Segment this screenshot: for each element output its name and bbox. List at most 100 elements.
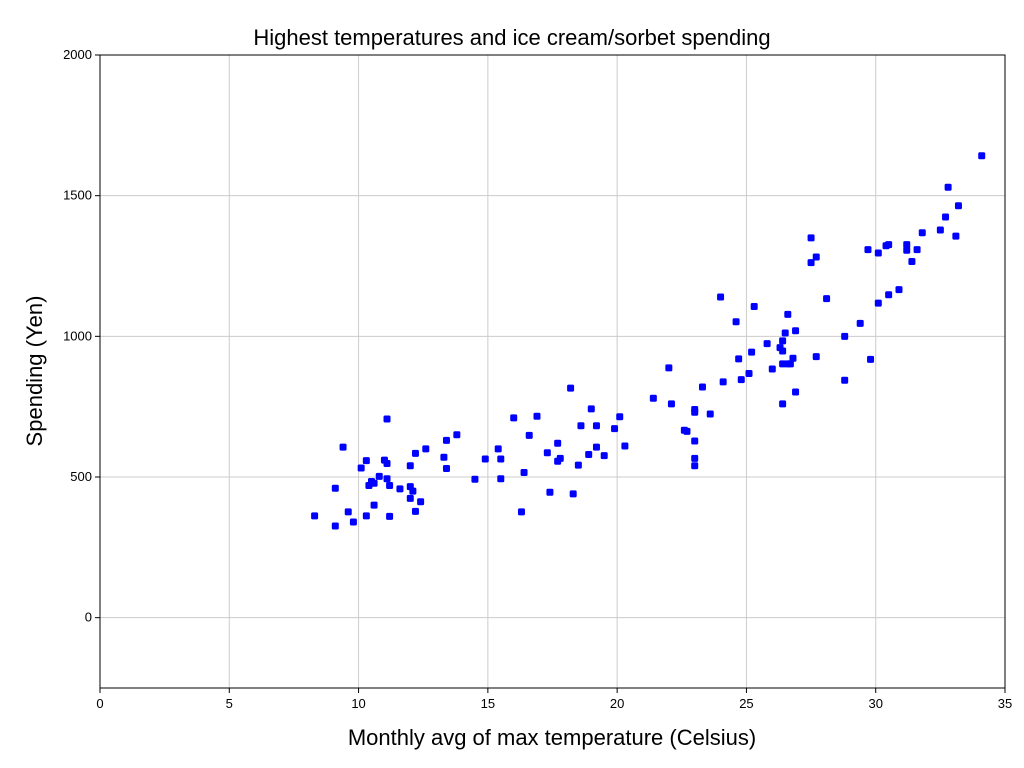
data-point [978,152,986,160]
data-point [546,488,554,496]
data-point [440,453,448,461]
data-point [411,449,419,457]
x-tick-label: 0 [96,696,103,711]
data-point [383,415,391,423]
data-point [691,408,699,416]
data-point [422,445,430,453]
data-point [667,400,675,408]
data-point [665,364,673,372]
data-point [779,400,787,408]
data-point [895,286,903,294]
data-point [779,337,787,345]
y-tick-label: 2000 [63,47,92,62]
data-point [763,340,771,348]
data-point [331,484,339,492]
data-point [525,431,533,439]
data-point [691,462,699,470]
x-tick-label: 35 [998,696,1012,711]
data-point [750,303,758,311]
data-points [311,152,986,530]
data-point [442,436,450,444]
data-point [792,327,800,335]
data-point [807,259,815,267]
data-point [812,253,820,261]
data-point [497,455,505,463]
x-tick-label: 20 [610,696,624,711]
data-point [370,479,378,487]
data-point [370,501,378,509]
data-point [543,449,551,457]
data-point [864,246,872,254]
x-tick-label: 5 [226,696,233,711]
data-point [386,512,394,520]
data-point [375,472,383,480]
x-axis-label: Monthly avg of max temperature (Celsius) [348,725,756,750]
data-point [717,293,725,301]
data-point [453,431,461,439]
data-point [517,508,525,516]
data-point [533,412,541,420]
data-point [574,461,582,469]
data-point [577,422,585,430]
data-point [908,257,916,265]
data-point [874,299,882,307]
data-point [406,494,414,502]
data-point [406,462,414,470]
data-point [706,410,714,418]
data-point [944,183,952,191]
x-tick-label: 10 [351,696,365,711]
data-point [592,422,600,430]
data-point [396,485,404,493]
data-point [792,388,800,396]
data-point [918,229,926,237]
data-point [856,319,864,327]
data-point [823,295,831,303]
data-point [362,512,370,520]
data-point [569,490,577,498]
data-point [683,427,691,435]
data-point [781,329,789,337]
data-point [952,232,960,240]
data-point [311,512,319,520]
chart-title: Highest temperatures and ice cream/sorbe… [253,25,770,50]
data-point [807,234,815,242]
x-tick-label: 25 [739,696,753,711]
data-point [841,332,849,340]
data-point [554,439,562,447]
data-point [497,475,505,483]
grid-lines [100,55,1005,688]
data-point [691,454,699,462]
data-point [621,442,629,450]
data-point [698,383,706,391]
data-point [386,481,394,489]
data-point [411,507,419,515]
x-tick-label: 15 [481,696,495,711]
axis-ticks: 0 5 10 15 20 25 30 35 0 500 1000 1500 2000 [63,47,1012,711]
data-point [383,459,391,467]
data-point [585,450,593,458]
data-point [885,241,893,249]
data-point [471,475,479,483]
data-point [567,384,575,392]
data-point [611,425,619,433]
data-point [592,443,600,451]
y-tick-label: 1500 [63,188,92,203]
data-point [383,475,391,483]
data-point [737,376,745,384]
data-point [812,353,820,361]
data-point [732,318,740,326]
y-tick-label: 500 [70,469,92,484]
data-point [349,518,357,526]
data-point [789,354,797,362]
data-point [409,487,417,495]
data-point [748,348,756,356]
data-point [942,213,950,221]
data-point [417,498,425,506]
data-point [784,310,792,318]
data-point [510,414,518,422]
data-point [954,202,962,210]
data-point [442,465,450,473]
data-point [768,365,776,373]
data-point [936,226,944,234]
